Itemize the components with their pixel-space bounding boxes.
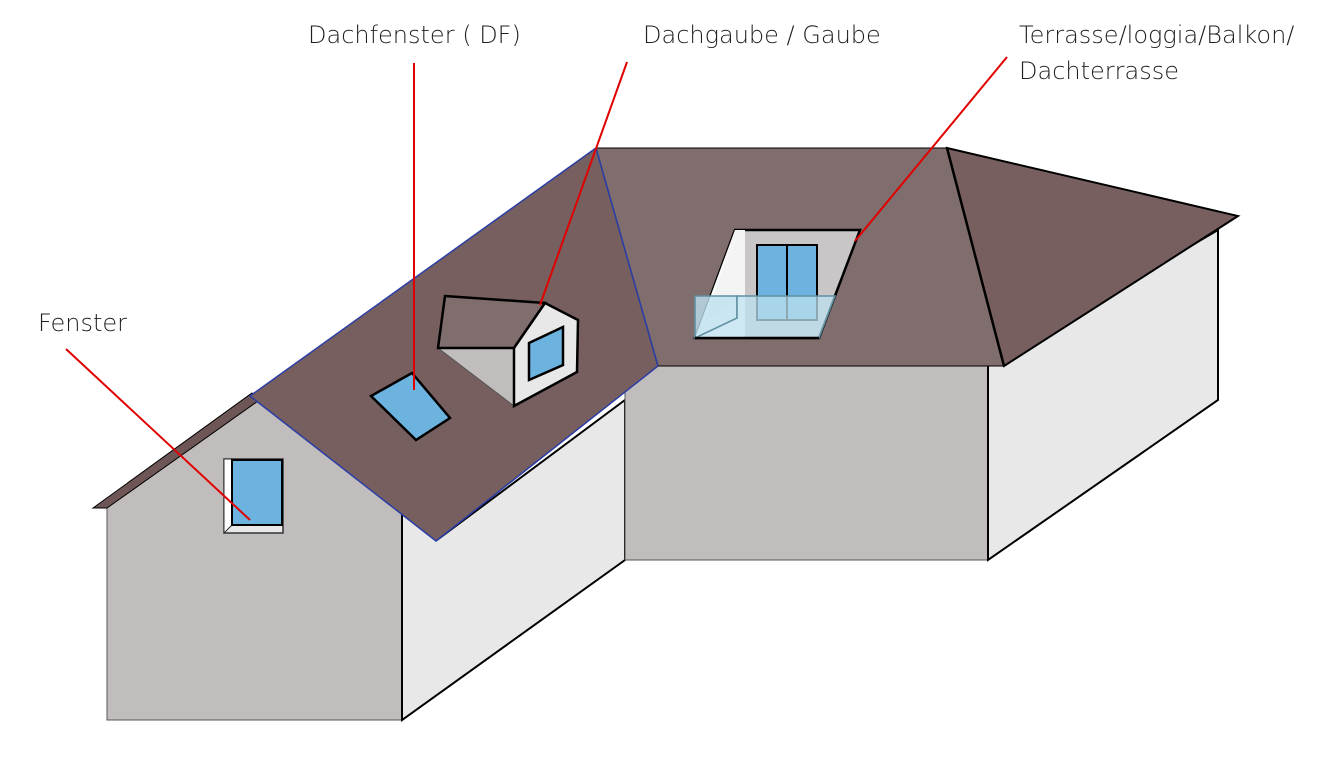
valley-line	[595, 147, 659, 367]
label-fenster: Fenster	[38, 309, 128, 337]
label-terrasse-line2: Dachterrasse	[1019, 57, 1179, 85]
label-terrasse-line1: Terrasse/loggia/Balkon/	[1019, 21, 1295, 49]
label-dachfenster: Dachfenster ( DF)	[308, 21, 521, 49]
label-dachgaube: Dachgaube / Gaube	[643, 21, 881, 49]
gable-window	[223, 458, 284, 535]
leader-dachgaube	[539, 61, 628, 306]
hip-line	[945, 147, 1006, 367]
leader-fenster	[65, 348, 251, 521]
inner-corner-wall	[624, 364, 989, 561]
leader-terrasse	[854, 56, 1008, 242]
roof-terrace	[693, 228, 862, 340]
label-terrasse: Terrasse/loggia/Balkon/ Dachterrasse	[1019, 17, 1294, 89]
roof-window	[368, 371, 452, 442]
dormer	[436, 294, 580, 409]
